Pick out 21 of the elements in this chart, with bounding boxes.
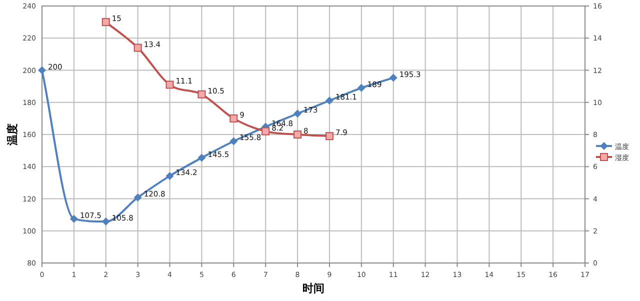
point (198, 154, 206, 162)
point (389, 74, 398, 82)
point (134, 44, 142, 52)
point (134, 193, 142, 202)
point (102, 218, 110, 226)
point (166, 80, 174, 89)
point (294, 130, 302, 138)
point (70, 214, 78, 223)
x-axis-title: 时间 (302, 282, 324, 295)
point (230, 114, 238, 122)
point (294, 110, 302, 118)
point (357, 84, 366, 92)
point (262, 127, 270, 136)
point (166, 172, 174, 180)
y-axis-title: 温度 (6, 124, 19, 146)
point (230, 137, 238, 146)
point (102, 18, 110, 26)
point (198, 90, 206, 98)
point (38, 66, 46, 74)
point (325, 132, 334, 140)
point (325, 96, 334, 105)
